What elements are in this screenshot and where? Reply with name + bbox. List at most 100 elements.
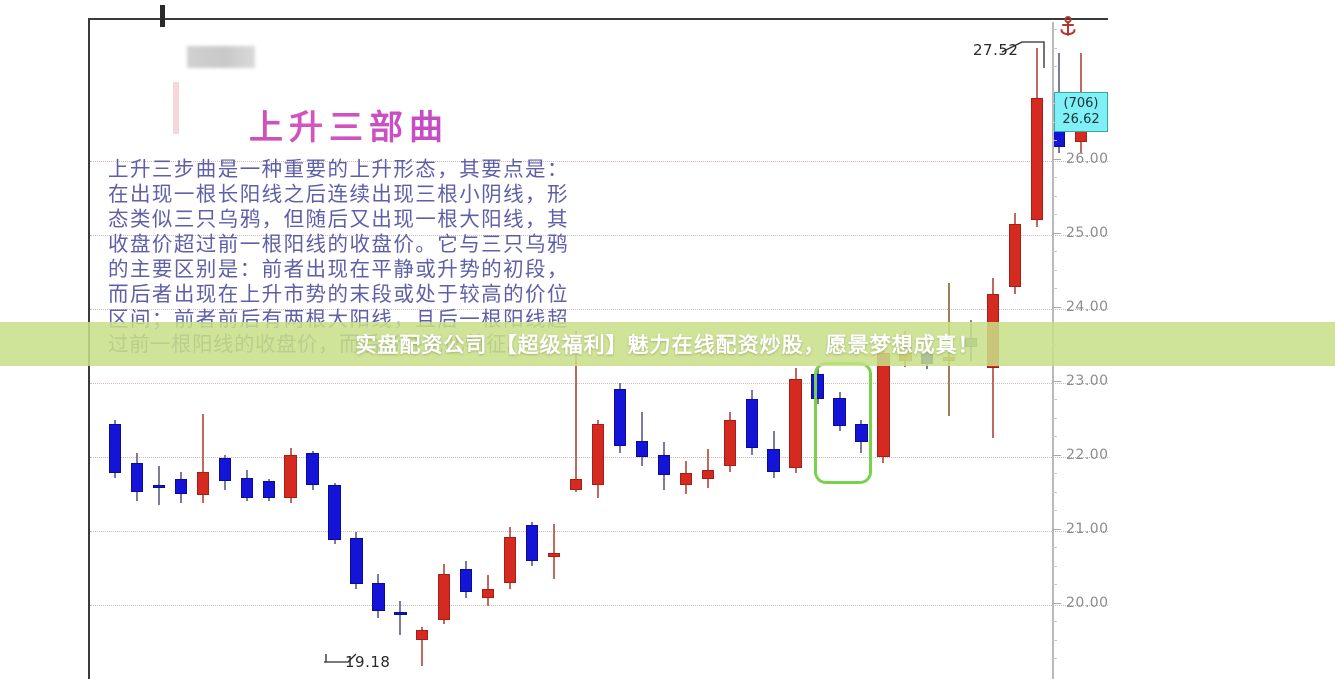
candle-body xyxy=(723,419,736,466)
candle[interactable] xyxy=(90,20,1108,679)
axis-tick-minor xyxy=(1052,269,1057,271)
candle-body xyxy=(284,455,297,499)
price-badge[interactable]: (706) 26.62 xyxy=(1054,92,1108,132)
candle-body xyxy=(547,553,561,557)
candle[interactable] xyxy=(90,20,1108,679)
candle-wick xyxy=(553,523,556,580)
candle-body xyxy=(438,573,451,620)
candle[interactable] xyxy=(90,20,1108,679)
watermark-banner-text: 实盘配资公司 【超级福利】魅力在线配资炒股，愿景梦想成真！ xyxy=(355,333,980,357)
candle[interactable] xyxy=(90,20,1108,679)
axis-tick xyxy=(1052,306,1061,308)
gridline xyxy=(90,234,1108,236)
candle-wick xyxy=(640,412,643,466)
candle[interactable] xyxy=(90,20,1108,679)
candle[interactable] xyxy=(90,20,1108,679)
axis-tick-minor xyxy=(1052,251,1057,253)
candle-body xyxy=(350,538,363,585)
axis-tick-minor xyxy=(1052,547,1057,549)
candle[interactable] xyxy=(90,20,1108,679)
axis-label: 25.00 xyxy=(1066,224,1109,241)
axis-tick-minor xyxy=(1052,510,1057,512)
candle-body xyxy=(635,440,649,457)
redacted-label-block xyxy=(187,46,255,68)
gridline xyxy=(90,382,1108,384)
candle-body xyxy=(152,485,166,488)
candle[interactable] xyxy=(90,20,1108,679)
candle[interactable] xyxy=(90,20,1108,679)
axis-tick-minor xyxy=(1052,103,1057,105)
candle-body xyxy=(174,479,187,494)
candle[interactable] xyxy=(90,20,1108,679)
candle[interactable] xyxy=(90,20,1108,679)
candle-wick xyxy=(706,449,709,488)
candle[interactable] xyxy=(90,20,1108,679)
candle-body xyxy=(855,423,868,443)
candle[interactable] xyxy=(90,20,1108,679)
candle[interactable] xyxy=(90,20,1108,679)
candle-body xyxy=(1030,97,1044,220)
candle[interactable] xyxy=(90,20,1108,679)
anchor-icon[interactable] xyxy=(1058,16,1078,38)
candle[interactable] xyxy=(90,20,1108,679)
candle[interactable] xyxy=(90,20,1108,679)
candle[interactable] xyxy=(90,20,1108,679)
gridline xyxy=(90,530,1108,532)
candle[interactable] xyxy=(90,20,1108,679)
candle[interactable] xyxy=(90,20,1108,679)
candle[interactable] xyxy=(90,20,1108,679)
axis-tick-minor xyxy=(1052,399,1057,401)
candle-body xyxy=(130,462,144,493)
axis-tick-minor xyxy=(1052,29,1057,31)
low-leader-line xyxy=(324,653,357,663)
candle-body xyxy=(394,612,407,616)
candle-wick xyxy=(201,413,204,503)
axis-label: 21.00 xyxy=(1066,520,1109,537)
candle-body xyxy=(745,399,758,448)
candle[interactable] xyxy=(90,20,1108,679)
axis-tick-minor xyxy=(1052,491,1057,493)
candle[interactable] xyxy=(90,20,1108,679)
candle-body xyxy=(525,524,539,561)
candle[interactable] xyxy=(90,20,1108,679)
candle-body xyxy=(108,423,122,474)
axis-tick-minor xyxy=(1052,584,1057,586)
candle[interactable] xyxy=(90,20,1108,679)
candle-body xyxy=(591,423,605,485)
candle-body xyxy=(460,569,473,592)
axis-label: 20.00 xyxy=(1066,594,1109,611)
top-tick-mark xyxy=(160,5,165,27)
candle[interactable] xyxy=(90,20,1108,679)
candle[interactable] xyxy=(90,20,1108,679)
candle-body xyxy=(306,453,319,485)
candle[interactable] xyxy=(90,20,1108,679)
pattern-highlight-box[interactable] xyxy=(814,362,872,484)
axis-tick-minor xyxy=(1052,140,1057,142)
candle[interactable] xyxy=(90,20,1108,679)
candle[interactable] xyxy=(90,20,1108,679)
axis-tick xyxy=(1052,528,1061,530)
candle[interactable] xyxy=(90,20,1108,679)
axis-tick-minor xyxy=(1052,47,1057,49)
candle[interactable] xyxy=(90,20,1108,679)
axis-label: 22.00 xyxy=(1066,446,1109,463)
candle-wick xyxy=(575,330,578,493)
candle-body xyxy=(218,458,231,481)
candle-wick xyxy=(421,627,424,666)
candle[interactable] xyxy=(90,20,1108,679)
high-price-annotation: 27.52 xyxy=(973,41,1019,59)
candle[interactable] xyxy=(90,20,1108,679)
gridline xyxy=(90,308,1108,310)
axis-tick xyxy=(1052,602,1061,604)
price-badge-value: 26.62 xyxy=(1062,112,1100,127)
candle[interactable] xyxy=(90,20,1108,679)
axis-tick xyxy=(1052,454,1061,456)
candle[interactable] xyxy=(90,20,1108,679)
left-edge-marker xyxy=(173,82,179,134)
candle-body xyxy=(701,470,714,480)
axis-label: 24.00 xyxy=(1066,298,1109,315)
candle[interactable] xyxy=(90,20,1108,679)
high-leader-line xyxy=(1001,41,1045,68)
candle-body xyxy=(1009,223,1022,287)
candle-body xyxy=(262,480,275,499)
